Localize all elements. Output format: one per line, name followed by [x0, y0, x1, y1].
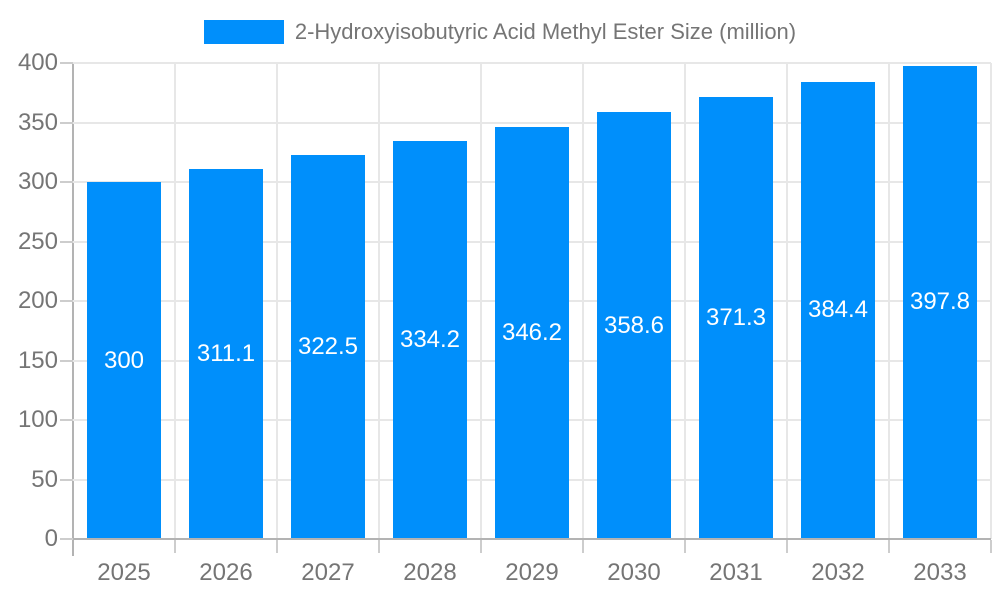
bar-2028[interactable]: 334.2	[393, 141, 467, 539]
y-tick-mark	[60, 121, 73, 124]
bar-value-label: 334.2	[399, 326, 461, 354]
y-tick-mark	[60, 62, 73, 64]
plot-area: 300 311.1 322.5 334.2 346.2 358.6 371.3 384.4 39…	[73, 62, 992, 539]
y-tick-label: 100	[17, 406, 58, 433]
x-tick-mark	[276, 540, 278, 553]
x-tick-label: 2028	[403, 559, 457, 586]
x-tick-label: 2026	[199, 559, 253, 586]
y-tick-label: 50	[31, 465, 58, 493]
y-tick-mark	[60, 478, 73, 481]
bar-value-label: 311.1	[196, 339, 256, 367]
bar-value-label: 358.6	[603, 311, 665, 339]
bar-2033[interactable]: 397.8	[903, 65, 977, 539]
y-tick-mark	[60, 240, 73, 243]
v-gridline	[582, 63, 584, 539]
bar-2025[interactable]: 300	[87, 182, 161, 539]
legend-swatch	[203, 20, 284, 44]
x-tick-label: 2032	[811, 559, 865, 586]
y-tick-label: 300	[17, 168, 58, 195]
x-tick-label: 2029	[505, 559, 559, 586]
x-tick-mark	[480, 540, 482, 553]
x-tick-mark	[174, 540, 176, 553]
x-tick-label: 2025	[97, 559, 151, 586]
y-tick-mark	[60, 359, 73, 362]
legend: 2-Hydroxyisobutyric Acid Methyl Ester Si…	[0, 19, 1000, 45]
x-tick-mark	[888, 540, 890, 553]
bar-value-label: 346.2	[501, 319, 563, 347]
v-gridline	[480, 63, 482, 539]
h-gridline	[73, 121, 991, 124]
y-tick-label: 0	[44, 525, 58, 552]
y-axis-line	[72, 63, 74, 556]
bar-value-label: 397.8	[909, 288, 971, 316]
x-tick-label: 2033	[913, 559, 967, 586]
y-tick-label: 150	[17, 346, 58, 374]
x-tick-label: 2027	[301, 559, 355, 586]
y-tick-mark	[60, 300, 73, 302]
x-axis-line	[60, 538, 991, 540]
v-gridline	[684, 63, 686, 539]
bar-value-label: 371.3	[705, 304, 767, 332]
bar-value-label: 322.5	[297, 333, 359, 361]
v-gridline	[174, 63, 176, 539]
x-tick-label: 2030	[607, 559, 661, 586]
legend-label: 2-Hydroxyisobutyric Acid Methyl Ester Si…	[294, 19, 797, 44]
y-tick-label: 400	[17, 49, 58, 76]
bar-2029[interactable]: 346.2	[495, 127, 569, 539]
bar-value-label: 384.4	[807, 296, 869, 324]
x-tick-mark	[684, 540, 686, 553]
y-tick-label: 200	[17, 287, 58, 314]
v-gridline	[276, 63, 278, 539]
bar-2030[interactable]: 358.6	[597, 112, 671, 539]
v-gridline	[786, 63, 788, 539]
v-gridline	[888, 63, 890, 539]
bar-2027[interactable]: 322.5	[291, 155, 365, 539]
y-tick-mark	[60, 538, 73, 540]
v-gridline	[378, 63, 380, 539]
v-gridline	[990, 63, 992, 539]
h-gridline	[73, 62, 991, 64]
y-tick-mark	[60, 419, 73, 421]
bar-value-label: 300	[103, 346, 145, 374]
legend-item[interactable]: 2-Hydroxyisobutyric Acid Methyl Ester Si…	[203, 19, 797, 45]
bar-2026[interactable]: 311.1	[189, 168, 263, 539]
x-tick-mark	[786, 540, 788, 553]
x-tick-mark	[990, 540, 992, 553]
x-tick-mark	[378, 540, 380, 553]
bar-2031[interactable]: 371.3	[699, 97, 773, 539]
y-tick-mark	[60, 181, 73, 183]
x-tick-mark	[582, 540, 584, 553]
bar-2032[interactable]: 384.4	[801, 81, 875, 539]
y-tick-label: 350	[17, 108, 58, 136]
x-tick-label: 2031	[709, 559, 763, 586]
y-tick-label: 250	[17, 227, 58, 255]
